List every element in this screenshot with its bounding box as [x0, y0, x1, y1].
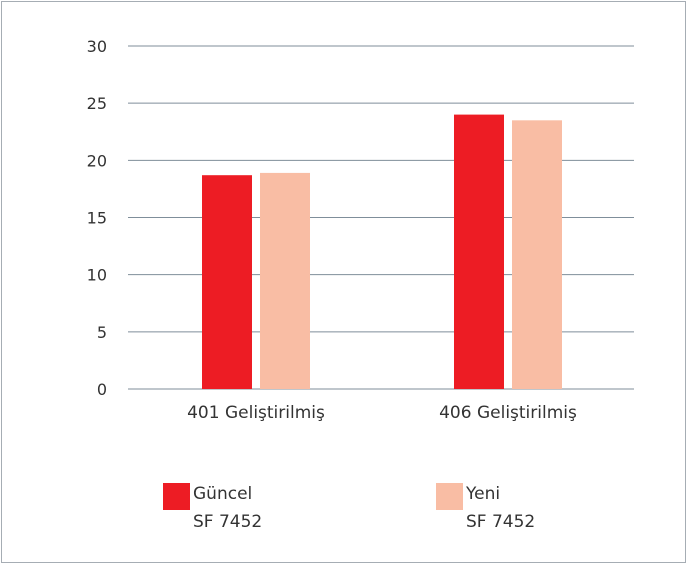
legend-label-guncel-line2: SF 7452 — [193, 512, 263, 532]
y-tick-label: 5 — [97, 323, 107, 342]
bar-series-0-cat-1 — [454, 114, 504, 389]
y-tick-label: 10 — [87, 266, 107, 285]
y-tick-label: 15 — [87, 209, 107, 228]
y-tick-label: 25 — [87, 94, 107, 113]
bar-series-1-cat-1 — [512, 120, 562, 390]
legend-swatch-yeni — [436, 483, 463, 510]
legend-label-guncel-line1: Güncel — [193, 484, 253, 504]
bar-series-1-cat-0 — [260, 172, 310, 389]
legend-swatch-guncel — [163, 483, 190, 510]
bar-series-0-cat-0 — [202, 175, 252, 389]
y-tick-label: 0 — [97, 380, 107, 399]
x-category-label: 406 Geliştirilmiş — [439, 403, 577, 423]
y-tick-label: 20 — [87, 151, 107, 170]
legend-label-yeni: Yeni SF 7452 — [466, 480, 535, 536]
legend-label-guncel: Güncel SF 7452 — [193, 480, 262, 536]
legend-label-yeni-line1: Yeni — [466, 484, 501, 504]
legend-label-yeni-line2: SF 7452 — [466, 512, 536, 532]
x-category-label: 401 Geliştirilmiş — [187, 403, 325, 423]
y-tick-label: 30 — [87, 37, 107, 56]
